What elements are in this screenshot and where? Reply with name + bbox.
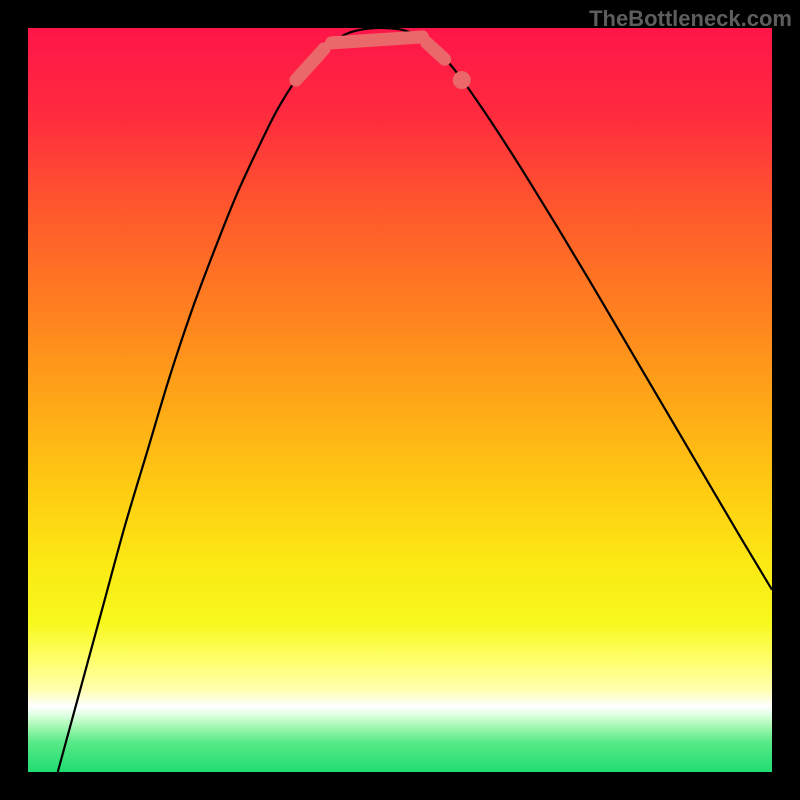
bottleneck-curve-chart — [0, 0, 800, 800]
marker-segment — [332, 37, 423, 43]
watermark-label: TheBottleneck.com — [589, 6, 792, 32]
chart-frame: TheBottleneck.com — [0, 0, 800, 800]
marker-dot — [453, 71, 471, 89]
